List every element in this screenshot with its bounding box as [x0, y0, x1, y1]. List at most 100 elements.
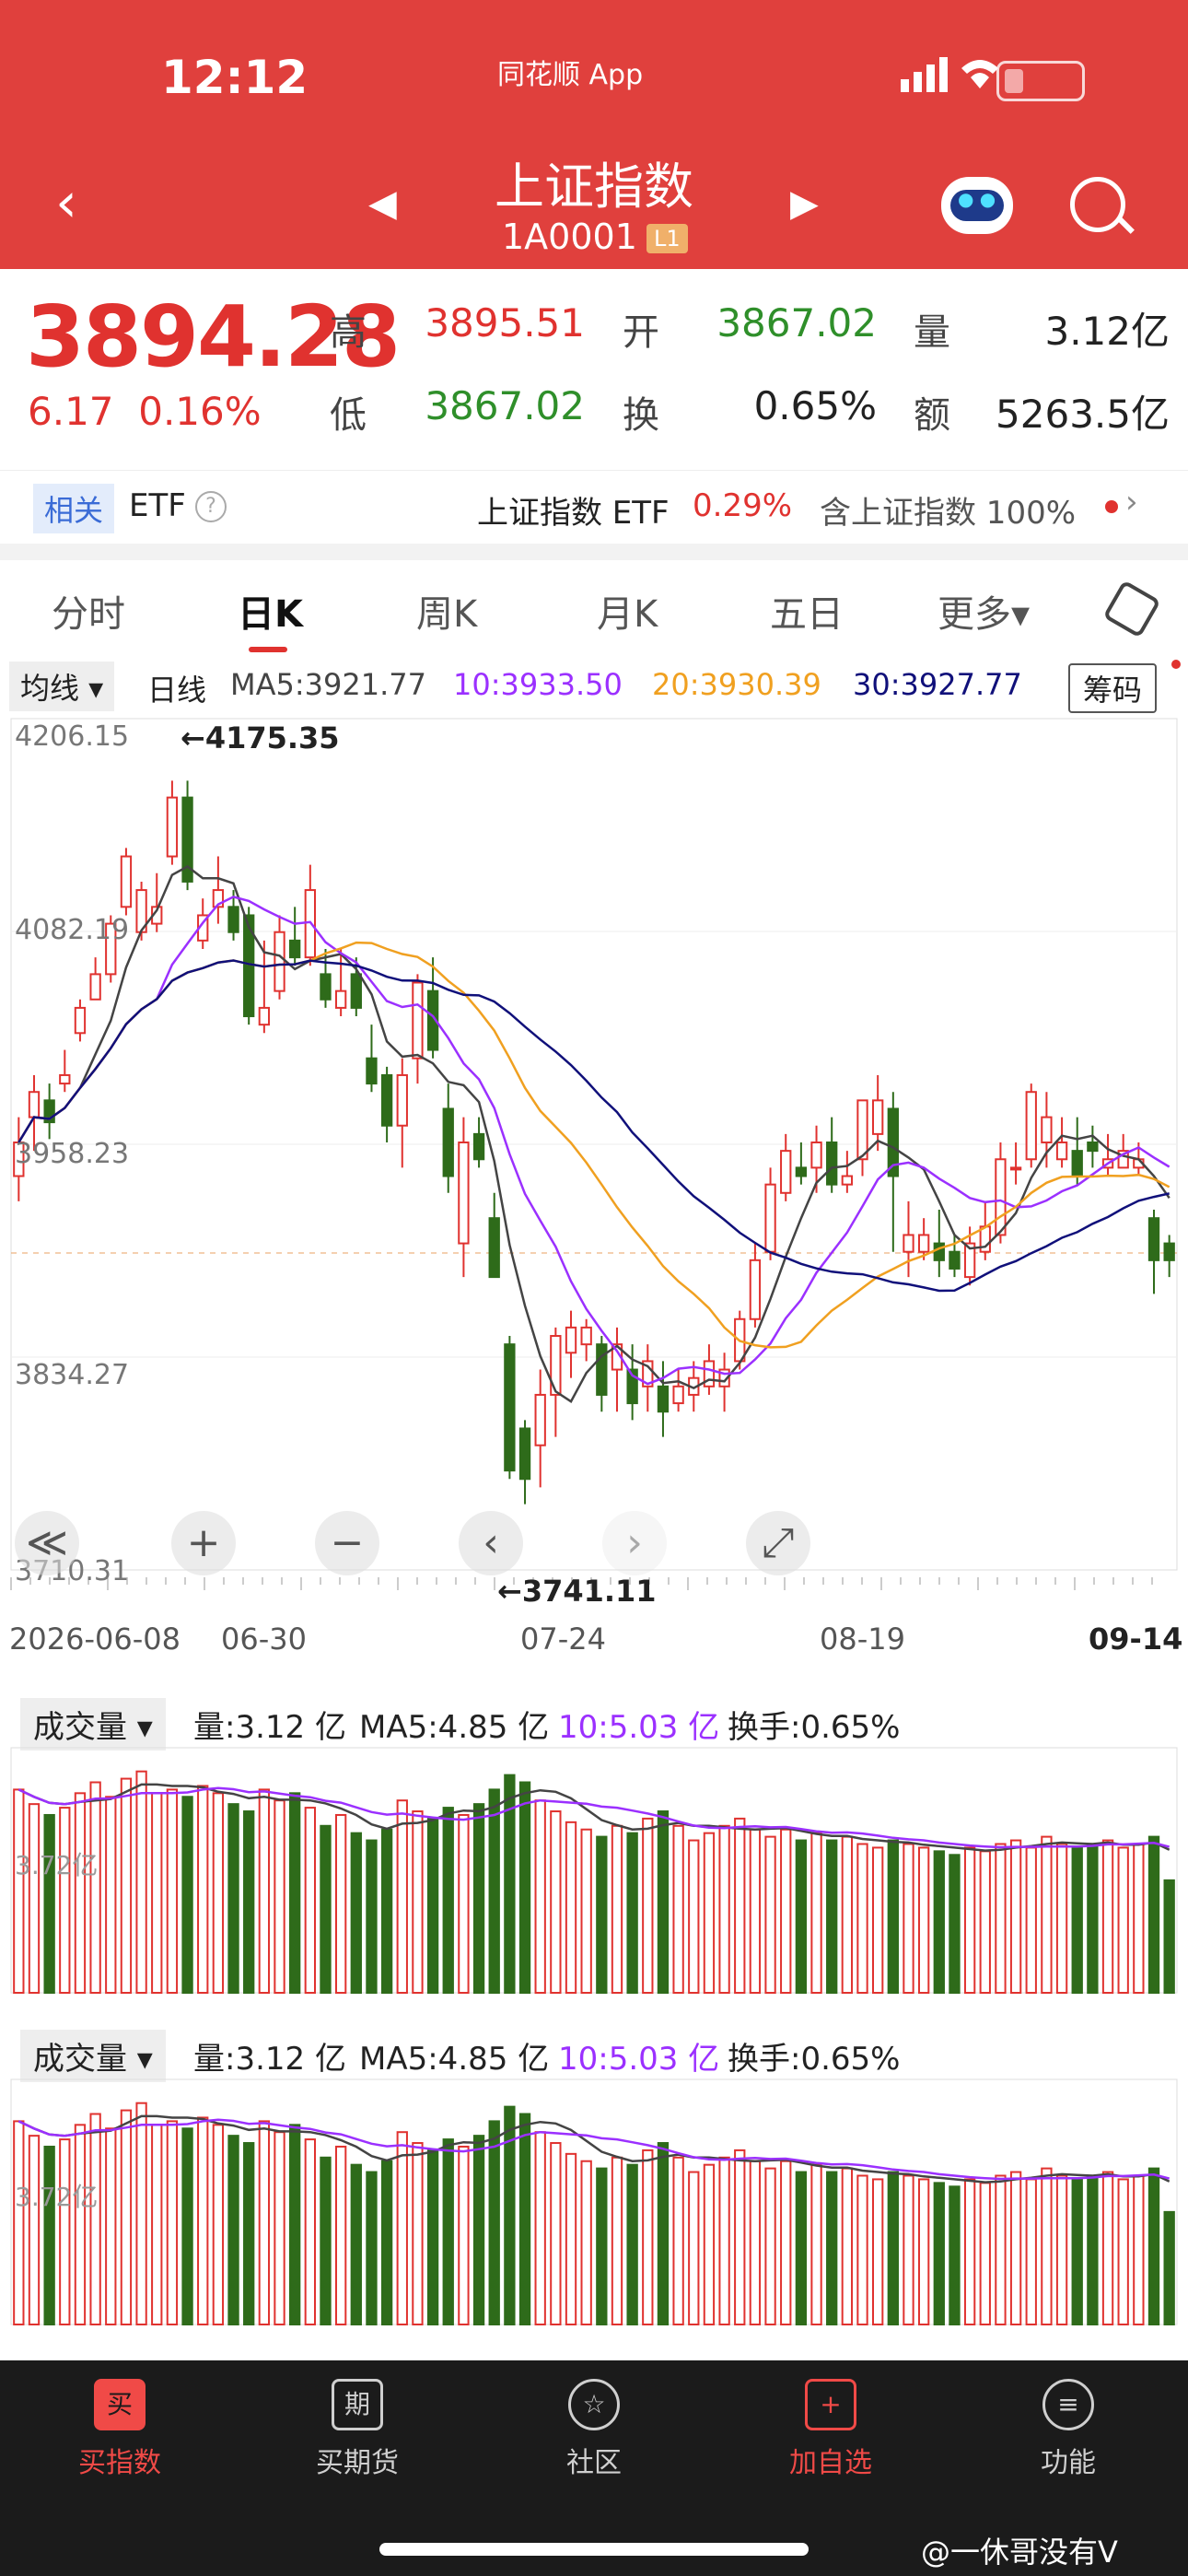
volume-bar	[166, 2120, 179, 2326]
volume-chart[interactable]	[0, 2078, 1188, 2331]
volume-bar	[1071, 1846, 1083, 1994]
nav-label: 买指数	[78, 2447, 161, 2479]
ma10-line	[17, 896, 1171, 1386]
volume-bar	[734, 1817, 746, 1994]
chevron-right-icon[interactable]: ›	[1125, 484, 1138, 521]
volume-bar	[197, 1785, 209, 1994]
volume-bar	[1041, 1835, 1053, 1994]
volume-select[interactable]: 成交量 ▾	[20, 1698, 166, 1751]
volume-bar	[734, 2149, 746, 2325]
home-indicator[interactable]	[379, 2543, 809, 2556]
community-icon: ☆	[568, 2379, 620, 2430]
nav-add-watchlist[interactable]: + 加自选	[757, 2379, 904, 2480]
volume-chart[interactable]	[0, 1746, 1188, 1999]
search-icon[interactable]	[1070, 177, 1125, 232]
ma20-value: 20:3930.39	[652, 667, 821, 702]
nav-label: 买期货	[316, 2447, 399, 2479]
volume-bar	[1117, 2178, 1129, 2325]
max-price-label: ←4175.35	[181, 720, 340, 755]
rewind-icon[interactable]: ≪	[15, 1511, 79, 1575]
open-value: 3867.02	[716, 300, 877, 345]
x-tick-label: 07-24	[520, 1622, 606, 1657]
back-button[interactable]: ‹	[55, 170, 77, 235]
nav-buy-futures[interactable]: 期 买期货	[284, 2379, 431, 2480]
candle-body	[841, 1175, 854, 1186]
volume-bar	[1025, 2178, 1037, 2325]
low-label: 低	[330, 394, 367, 437]
candle-body	[1071, 1150, 1083, 1177]
scroll-left-icon[interactable]: ‹	[459, 1511, 523, 1575]
candle-body	[1055, 1142, 1068, 1161]
volume-bar	[13, 1788, 25, 1995]
volume-bar	[565, 1821, 577, 1995]
volume-bar	[963, 1846, 976, 1994]
volume-bar	[518, 2113, 531, 2325]
volume-select[interactable]: 成交量 ▾	[20, 2030, 166, 2082]
buy-icon: 买	[94, 2379, 146, 2430]
y-tick-label: 3958.23	[15, 1138, 130, 1170]
volume-bar	[227, 1803, 239, 1994]
candle-body	[642, 1360, 654, 1388]
nav-label: 加自选	[789, 2447, 872, 2479]
prev-index-button[interactable]: ◀	[368, 182, 397, 225]
volume-bar	[963, 2178, 976, 2325]
volume-bar	[396, 1799, 408, 1994]
candle-body	[1009, 1166, 1022, 1171]
volume-bar	[841, 2167, 854, 2325]
tab-intraday[interactable]: 分时	[52, 593, 125, 636]
candle-body	[518, 1427, 531, 1481]
settings-icon[interactable]	[1102, 580, 1161, 638]
candle-body	[1117, 1150, 1129, 1169]
volume-bar	[472, 2135, 485, 2325]
candle-body	[949, 1250, 961, 1270]
help-icon[interactable]: ?	[195, 491, 227, 522]
volume-bar	[366, 1839, 378, 1994]
chip-distribution-button[interactable]: 筹码	[1068, 663, 1158, 713]
next-index-button[interactable]: ▶	[790, 182, 819, 225]
candle-body	[887, 1107, 899, 1177]
nav-buy-index[interactable]: 买 买指数	[46, 2379, 193, 2480]
volume-value: 3.12亿	[1044, 309, 1170, 354]
volume-bar	[43, 1813, 55, 1994]
candle-body	[1147, 1217, 1160, 1261]
candle-body	[1163, 1242, 1175, 1261]
volume-bar	[1133, 2174, 1145, 2325]
high-value: 3895.51	[425, 300, 585, 345]
quote-panel: 3894.28 6.17 0.16% 高 3895.51 开 3867.02 量…	[0, 269, 1188, 463]
tab-weekly-k[interactable]: 周K	[416, 593, 478, 636]
amount-value: 5263.5亿	[996, 392, 1170, 437]
tab-five-day[interactable]: 五日	[770, 593, 844, 636]
volume-bar	[488, 2120, 500, 2326]
volume-y-tick: 3.72亿	[15, 1850, 99, 1880]
high-label: 高	[330, 311, 367, 354]
fullscreen-icon[interactable]: ⤢	[746, 1511, 810, 1575]
indicator-select[interactable]: 均线 ▾	[9, 662, 115, 711]
volume-bar	[703, 1832, 716, 1994]
volume-bar	[1055, 2174, 1068, 2325]
x-tick-label: 06-30	[221, 1622, 307, 1657]
candlestick-chart[interactable]	[0, 713, 1188, 1634]
related-etf-row[interactable]: 相关 ETF ? 上证指数 ETF 0.29% 含上证指数 100% ›	[0, 470, 1188, 544]
assistant-robot-icon[interactable]	[941, 177, 1013, 234]
tab-more[interactable]: 更多▾	[938, 593, 1031, 636]
zoom-in-icon[interactable]: +	[171, 1511, 236, 1575]
turnover-value: 0.65%	[753, 383, 877, 428]
volume-bar	[657, 1810, 670, 1994]
tab-monthly-k[interactable]: 月K	[597, 593, 658, 636]
candle-body	[810, 1142, 822, 1169]
volume-bar	[227, 2135, 239, 2325]
min-price-label: ←3741.11	[497, 1574, 657, 1609]
volume-bar	[43, 2145, 55, 2325]
divider	[0, 544, 1188, 560]
tab-daily-k[interactable]: 日K	[238, 593, 303, 636]
nav-functions[interactable]: ≡ 功能	[995, 2379, 1142, 2480]
nav-community[interactable]: ☆ 社区	[520, 2379, 668, 2480]
candle-body	[458, 1142, 470, 1245]
zoom-out-icon[interactable]: −	[315, 1511, 379, 1575]
volume-bar	[764, 2167, 776, 2325]
volume-bar	[917, 1846, 930, 1994]
change-percent: 0.16%	[138, 389, 262, 434]
volume-bar	[795, 2171, 808, 2325]
scroll-right-icon[interactable]: ›	[602, 1511, 667, 1575]
candle-body	[626, 1368, 638, 1405]
